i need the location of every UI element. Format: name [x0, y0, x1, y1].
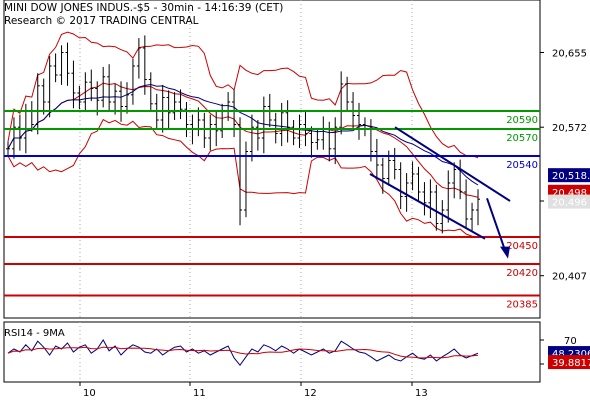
x-tick-label: 11 — [193, 388, 206, 399]
price-tag-label-0: 20,518.7 — [552, 171, 590, 182]
rsi-tag-1 — [548, 355, 590, 370]
x-tick-label: 12 — [304, 388, 317, 399]
projection-arrow-line — [486, 197, 507, 254]
level-20420-label: 20420 — [506, 268, 538, 279]
rsi-tag-label-1: 39.8817 — [552, 358, 590, 369]
y-tick-label: 20,407 — [552, 272, 587, 283]
x-tick-label: 13 — [415, 388, 428, 399]
y-tick-label: 20,655 — [552, 49, 587, 60]
bollinger-upper-line — [7, 31, 479, 159]
level-20570-label: 20570 — [506, 133, 538, 144]
price-tag-0 — [548, 168, 590, 183]
rsi-panel-frame — [3, 321, 541, 383]
rsi-tag-label-0: 48.2306 — [552, 349, 590, 360]
y-tick-label: 20,572 — [552, 123, 587, 134]
chart-copyright: Research © 2017 TRADING CENTRAL — [4, 15, 199, 27]
level-20540-label: 20540 — [506, 160, 538, 171]
level-20590-label: 20590 — [506, 115, 538, 126]
rsi-y-tick-label: 70 — [564, 336, 577, 347]
price-tag-2 — [548, 194, 590, 209]
channel-upper-line — [394, 126, 511, 202]
level-20450-label: 20450 — [506, 241, 538, 252]
price-tag-label-1: 20,498 — [552, 188, 587, 199]
projection-arrowhead — [500, 246, 510, 259]
bollinger-lower-line — [7, 118, 479, 238]
price-panel-frame — [3, 0, 541, 319]
moving-average-line — [7, 83, 479, 186]
x-tick-label: 10 — [83, 388, 96, 399]
rsi-ma-line — [7, 346, 479, 359]
rsi-line — [7, 339, 479, 367]
rsi-label: RSI14 - 9MA — [4, 328, 65, 339]
chart-title: MINI DOW JONES INDUS.-$5 - 30min - 14:16… — [4, 2, 284, 14]
channel-lower-line — [369, 173, 486, 240]
level-20385-label: 20385 — [506, 300, 538, 311]
price-tag-label-2: 20,496 — [552, 198, 587, 209]
